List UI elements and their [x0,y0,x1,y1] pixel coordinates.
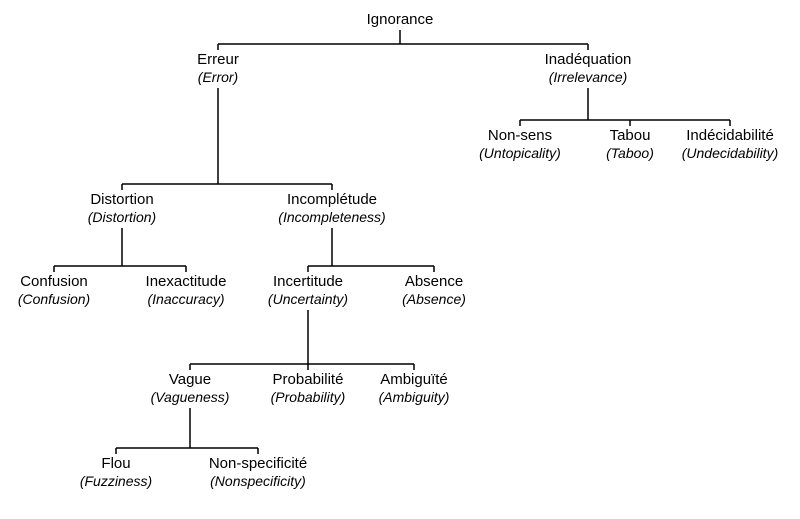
node-main-label: Absence [405,273,463,290]
node-main-label: Non-sens [488,127,552,144]
node-main-label: Flou [101,455,130,472]
ignorance-tree-diagram: Ignorance Erreur(Error) Inadéquation(Irrel… [0,0,800,519]
node-ignorance: Ignorance [367,11,434,28]
node-ambiguite: Ambiguïté(Ambiguity) [379,371,450,405]
node-erreur: Erreur(Error) [197,51,239,85]
node-sub-label: (Distortion) [88,209,156,225]
node-sub-label: (Uncertainty) [268,291,348,307]
node-main-label: Non-specificité [209,455,307,472]
node-sub-label: (Inaccuracy) [147,291,224,307]
node-absence: Absence(Absence) [402,273,466,307]
tree-edge [190,310,414,370]
node-sub-label: (Incompleteness) [278,209,385,225]
tree-edge [122,88,332,190]
node-sub-label: (Vagueness) [151,389,230,405]
node-sub-label: (Error) [198,69,238,85]
node-main-label: Inadéquation [545,51,632,68]
tree-edge [520,88,730,126]
node-sub-label: (Nonspecificity) [210,473,306,489]
node-incertitude: Incertitude(Uncertainty) [268,273,348,307]
node-main-label: Ignorance [367,11,434,28]
node-inadequation: Inadéquation(Irrelevance) [545,51,632,85]
tree-edge [116,408,258,454]
node-sub-label: (Probability) [271,389,346,405]
node-sub-label: (Absence) [402,291,466,307]
node-sub-label: (Taboo) [606,145,654,161]
node-sub-label: (Confusion) [18,291,90,307]
node-main-label: Incomplétude [287,191,377,208]
node-sub-label: (Irrelevance) [549,69,628,85]
node-nonsens: Non-sens(Untopicality) [479,127,561,161]
node-probabilite: Probabilité(Probability) [271,371,346,405]
node-indecidabilite: Indécidabilité(Undecidability) [682,127,778,161]
node-main-label: Distortion [90,191,153,208]
node-distortion: Distortion(Distortion) [88,191,156,225]
node-main-label: Inexactitude [146,273,227,290]
tree-edge [54,228,186,272]
node-sub-label: (Undecidability) [682,145,778,161]
node-sub-label: (Fuzziness) [80,473,152,489]
node-inexactitude: Inexactitude(Inaccuracy) [146,273,227,307]
node-main-label: Probabilité [273,371,344,388]
node-main-label: Tabou [610,127,651,144]
node-sub-label: (Ambiguity) [379,389,450,405]
node-confusion: Confusion(Confusion) [18,273,90,307]
node-main-label: Incertitude [273,273,343,290]
node-main-label: Erreur [197,51,239,68]
node-main-label: Indécidabilité [686,127,774,144]
node-flou: Flou(Fuzziness) [80,455,152,489]
node-incompletude: Incomplétude(Incompleteness) [278,191,385,225]
tree-edge [308,228,434,272]
node-sub-label: (Untopicality) [479,145,561,161]
node-nonspecificite: Non-specificité(Nonspecificity) [209,455,307,489]
node-main-label: Confusion [20,273,88,290]
node-vague: Vague(Vagueness) [151,371,230,405]
node-tabou: Tabou(Taboo) [606,127,654,161]
tree-edge [218,30,588,50]
node-main-label: Vague [169,371,211,388]
node-main-label: Ambiguïté [380,371,448,388]
